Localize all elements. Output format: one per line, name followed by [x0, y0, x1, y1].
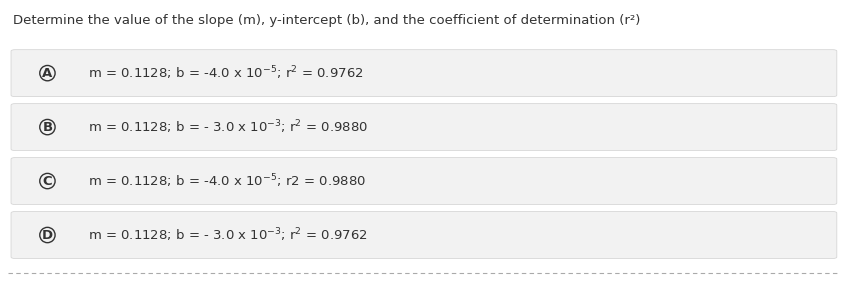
Text: Determine the value of the slope (m), y-intercept (b), and the coefficient of de: Determine the value of the slope (m), y-… [13, 14, 640, 27]
Text: m = 0.1128; b = -4.0 x 10$^{-5}$; r$^{2}$ = 0.9762: m = 0.1128; b = -4.0 x 10$^{-5}$; r$^{2}… [88, 64, 363, 82]
Text: D: D [42, 229, 53, 241]
Text: m = 0.1128; b = - 3.0 x 10$^{-3}$; r$^{2}$ = 0.9762: m = 0.1128; b = - 3.0 x 10$^{-3}$; r$^{2… [88, 226, 368, 244]
FancyBboxPatch shape [11, 212, 837, 258]
FancyBboxPatch shape [11, 158, 837, 204]
Text: C: C [42, 175, 53, 187]
Text: m = 0.1128; b = - 3.0 x 10$^{-3}$; r$^{2}$ = 0.9880: m = 0.1128; b = - 3.0 x 10$^{-3}$; r$^{2… [88, 118, 368, 136]
FancyBboxPatch shape [11, 104, 837, 151]
Text: A: A [42, 67, 53, 80]
FancyBboxPatch shape [11, 50, 837, 97]
Text: m = 0.1128; b = -4.0 x 10$^{-5}$; r2 = 0.9880: m = 0.1128; b = -4.0 x 10$^{-5}$; r2 = 0… [88, 172, 366, 190]
Text: B: B [42, 121, 53, 133]
